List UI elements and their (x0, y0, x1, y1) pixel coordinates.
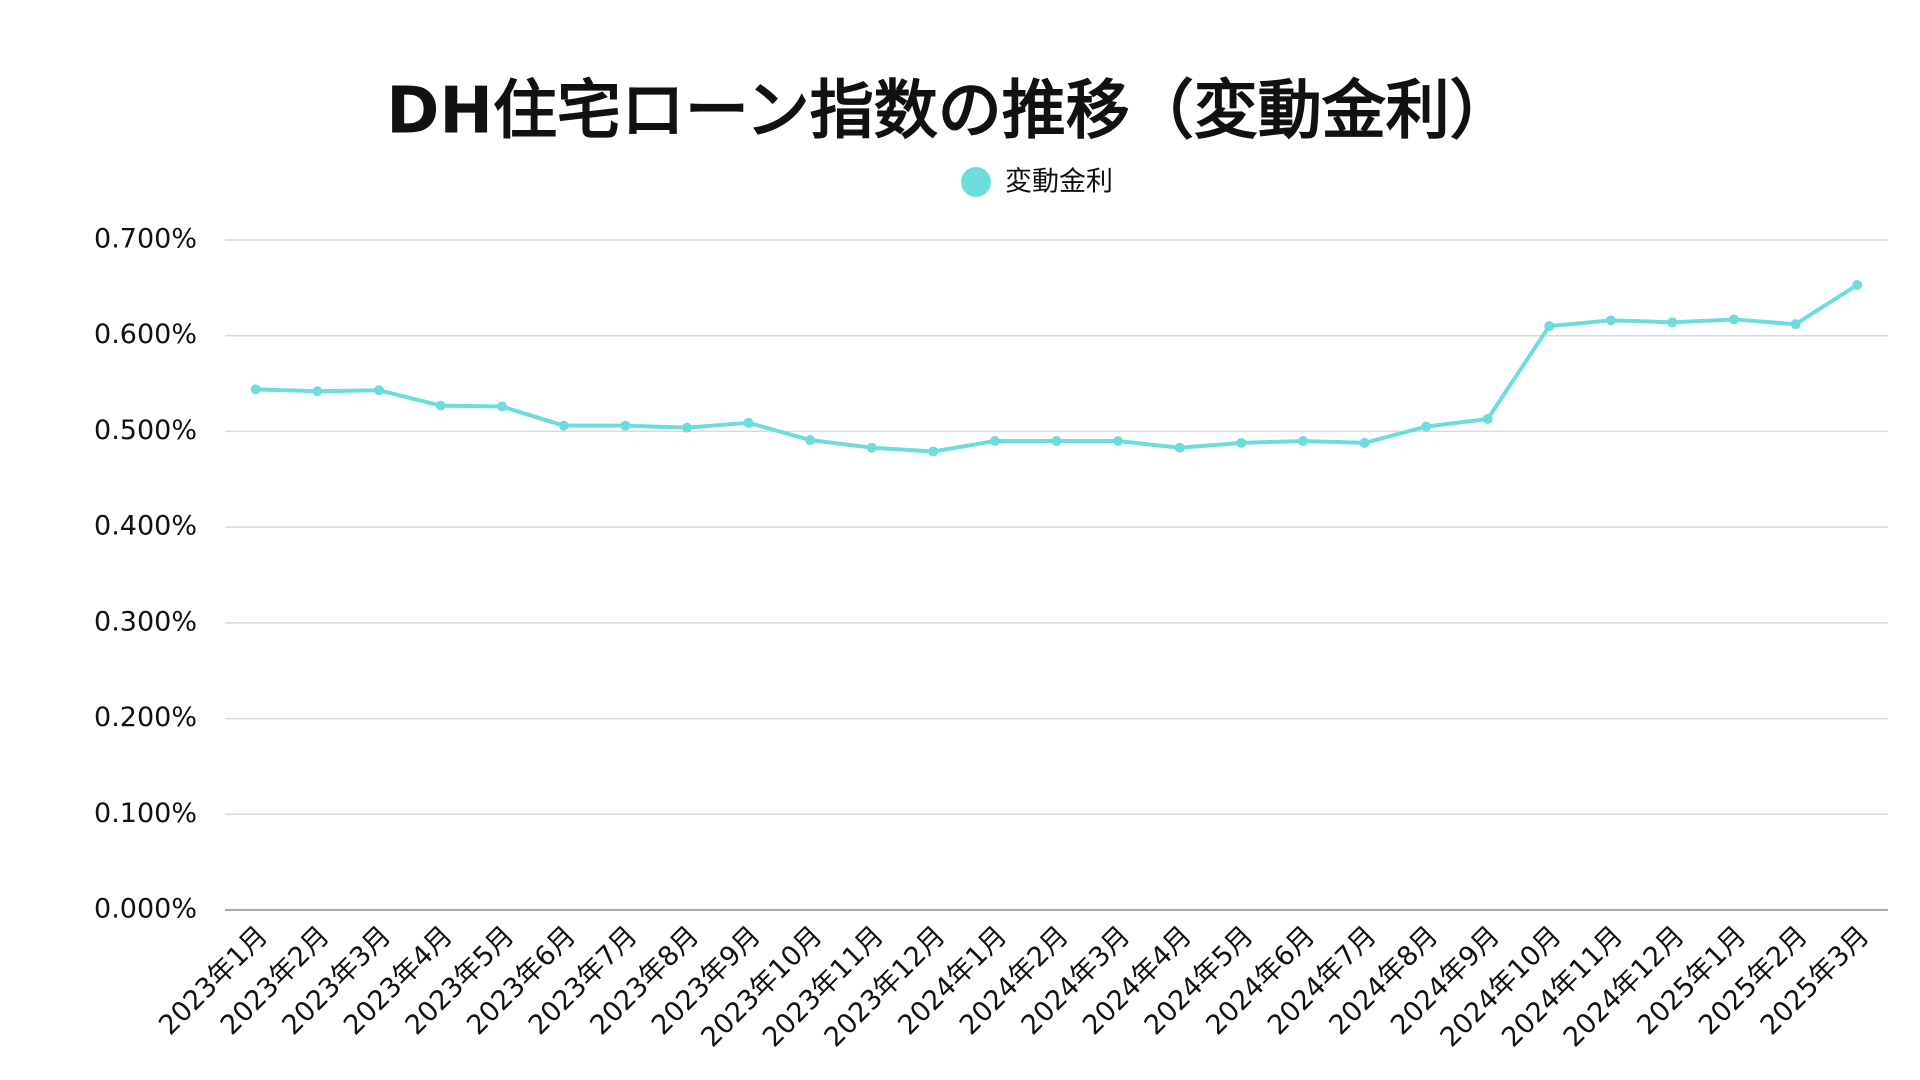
point (1729, 314, 1740, 325)
point (1482, 413, 1493, 424)
point (866, 442, 877, 453)
point (250, 384, 261, 395)
y-tick-label: 0.700% (94, 224, 197, 255)
legend-marker (961, 167, 991, 197)
point (681, 422, 692, 433)
point (1852, 279, 1863, 290)
point (1051, 436, 1062, 446)
y-tick-label: 0.100% (94, 798, 197, 829)
point (435, 400, 446, 411)
point (373, 385, 384, 396)
y-tick-label: 0.400% (94, 511, 197, 542)
point (1113, 436, 1124, 446)
chart-title: DH住宅ローン指数の推移（変動金利） (386, 75, 1514, 149)
point (1790, 319, 1801, 330)
y-tick-label: 0.600% (94, 319, 197, 350)
point (558, 420, 569, 431)
point (1544, 321, 1555, 332)
y-tick-label: 0.000% (94, 894, 197, 925)
y-tick-label: 0.200% (94, 702, 197, 733)
point (1236, 437, 1247, 448)
point (989, 436, 1000, 446)
point (1667, 317, 1678, 328)
point (620, 420, 631, 431)
point (743, 417, 754, 428)
point (1297, 436, 1308, 446)
legend-label: 変動金利 (1005, 167, 1113, 198)
point (928, 446, 939, 457)
point (805, 435, 816, 446)
line (255, 283, 1859, 454)
point (1359, 437, 1370, 448)
point (312, 386, 323, 397)
point (1174, 442, 1185, 453)
point (497, 401, 508, 412)
point (1421, 421, 1432, 432)
y-tick-label: 0.500% (94, 415, 197, 446)
point (1605, 315, 1616, 326)
y-tick-label: 0.300% (94, 606, 197, 637)
